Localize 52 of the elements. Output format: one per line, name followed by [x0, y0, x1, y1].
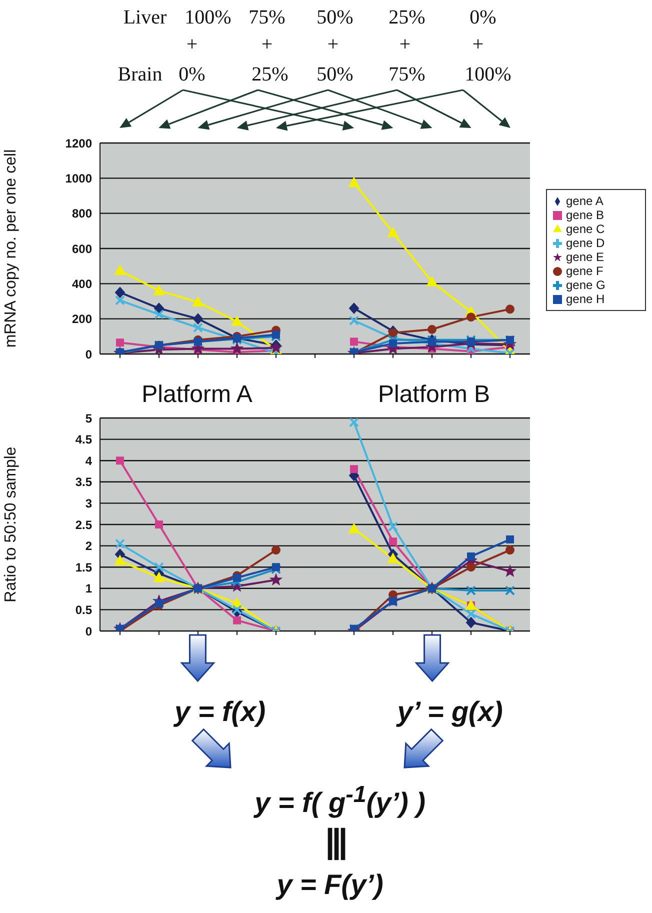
- y-tick-label: 1000: [65, 171, 92, 186]
- text: Platform A: [142, 381, 252, 409]
- legend-label: gene G: [566, 278, 606, 292]
- y-axis-title: Ratio to 50:50 sample: [2, 446, 20, 602]
- y-tick-label: 1: [85, 582, 92, 596]
- text: 25%: [252, 64, 288, 86]
- y-tick-label: 1.5: [75, 560, 92, 574]
- y-tick-label: 2: [85, 539, 92, 554]
- y-tick-label: 5: [85, 411, 92, 426]
- text: y = F(y’): [276, 869, 384, 901]
- text: 75%: [248, 6, 286, 30]
- y-tick-label: 3: [85, 496, 92, 510]
- text: |||: [325, 822, 345, 862]
- legend-label: gene D: [566, 236, 605, 250]
- y-tick-label: 0: [85, 624, 92, 638]
- legend-label: gene B: [566, 208, 604, 222]
- legend-label: gene H: [566, 292, 605, 306]
- y-tick-label: 3.5: [75, 475, 92, 490]
- text: 0%: [470, 6, 496, 30]
- legend-label: gene C: [566, 222, 605, 236]
- text: 0%: [178, 64, 206, 86]
- text: Liver: [123, 6, 167, 30]
- text: +: [399, 34, 411, 56]
- text: y = f(x): [174, 696, 266, 728]
- y-tick-label: 0: [85, 347, 92, 362]
- text: +: [261, 34, 273, 56]
- legend-label: gene F: [566, 264, 604, 278]
- text: +: [327, 34, 339, 56]
- text: 100%: [464, 64, 512, 86]
- y-tick-label: 800: [72, 206, 92, 221]
- y-tick-label: 200: [72, 312, 92, 326]
- y-tick-label: 0.5: [75, 602, 92, 617]
- legend-label: gene A: [566, 194, 604, 208]
- text: +: [186, 34, 198, 56]
- text: +: [472, 34, 484, 56]
- y-tick-label: 600: [72, 242, 92, 256]
- legend-label: gene E: [566, 250, 604, 264]
- y-tick-label: 400: [72, 276, 92, 291]
- text: 50%: [316, 6, 354, 30]
- y-tick-label: 2.5: [75, 518, 92, 532]
- text: y’ = g(x): [397, 696, 503, 728]
- text: 75%: [388, 64, 426, 86]
- text: 50%: [316, 64, 354, 86]
- text: y = f( g$^{-1}$(y’) ): [254, 780, 426, 820]
- y-tick-label: 4.5: [75, 432, 92, 447]
- text: 100%: [184, 6, 232, 30]
- text: 25%: [388, 6, 426, 30]
- text: Brain: [118, 64, 162, 86]
- text: Platform B: [378, 381, 490, 409]
- y-tick-label: 1200: [65, 136, 92, 150]
- y-tick-label: 4: [85, 454, 92, 468]
- y-axis-title: mRNA copy no. per one cell: [2, 149, 20, 348]
